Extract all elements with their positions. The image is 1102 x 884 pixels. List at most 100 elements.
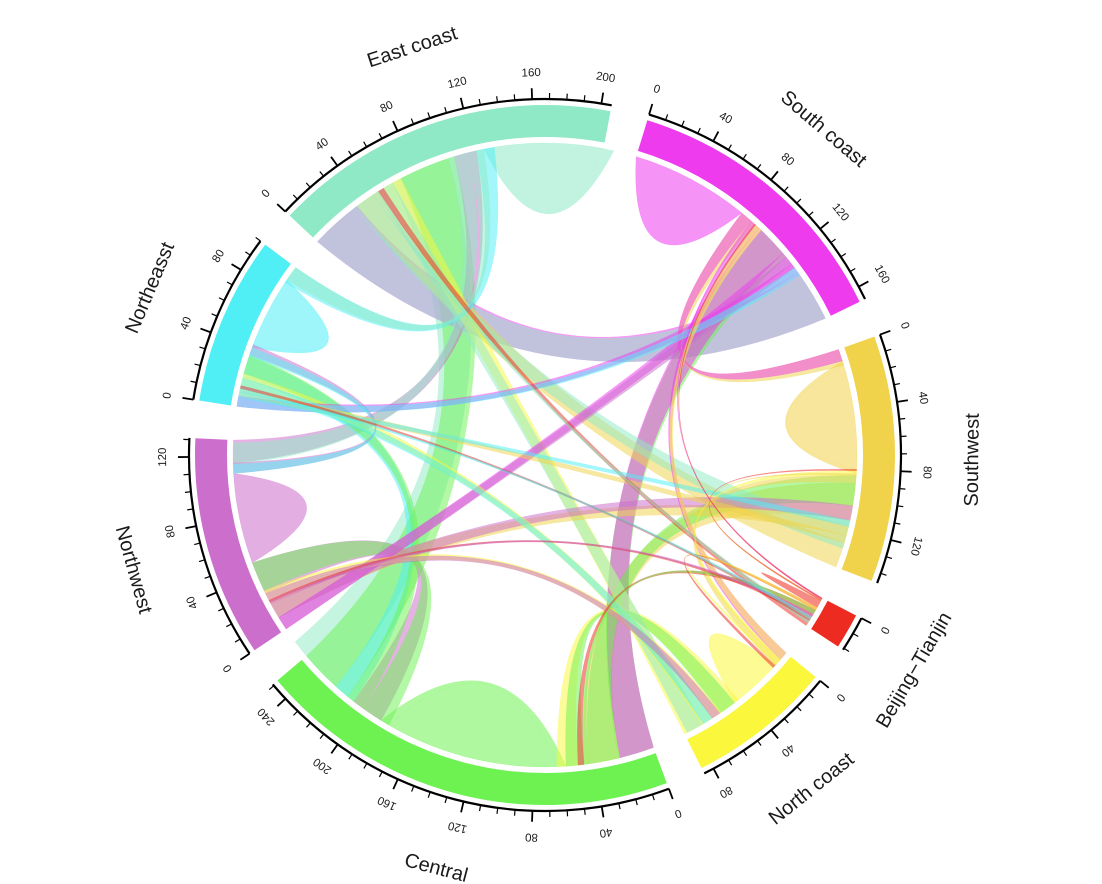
axis-tick-minor [840,253,847,258]
axis-tick-major [182,396,194,401]
axis-tick-minor [444,797,448,804]
axis-tick-label: 40 [599,825,614,839]
chord-ribbon [380,680,567,768]
axis-tick-major [668,788,674,800]
axis-tick-minor [363,141,368,148]
chord-ribbon [377,187,810,626]
chord-ribbon [286,148,491,331]
axis-tick-minor [306,722,311,728]
axis-tick-minor [211,313,218,317]
sector-band [289,104,611,238]
axis-tick-label: 120 [447,819,468,835]
axis-tick-label: 40 [314,136,331,153]
axis-tick-label: 0 [161,391,174,399]
axis-tick-major [460,801,465,813]
axis-tick-minor [681,120,685,127]
axis-tick-minor [218,297,225,301]
axis-tick-minor [885,556,893,560]
axis-tick-minor [268,685,275,691]
axis-tick-major [712,768,720,779]
sector-label: Central [402,849,470,884]
axis-tick-minor [292,194,298,200]
axis-tick-major [231,263,242,271]
sector-band [637,120,860,316]
axis-tick-minor [199,346,206,350]
axis-tick-minor [783,718,789,724]
axis-tick-label: 120 [908,535,924,556]
axis-tick-minor [194,363,201,367]
axis-tick-minor [796,706,802,712]
axis-tick-major [185,525,197,530]
axis-tick-major [879,329,891,336]
axis-tick-major [896,399,909,403]
axis-tick-minor [348,753,353,760]
axis-tick-minor [727,144,732,151]
axis-tick-minor [194,542,201,546]
axis-tick-minor [245,251,251,256]
axis-tick-major [648,103,654,115]
axis-tick-minor [427,791,431,798]
chord-ribbon [265,555,721,719]
axis-tick-label: 80 [378,99,395,115]
axis-tick-major [600,806,605,818]
axis-tick-major [860,617,872,625]
axis-tick-label: 160 [521,67,541,80]
axis-tick-label: 0 [260,187,273,200]
axis-tick-major [330,743,339,754]
axis-tick-label: 0 [898,321,911,331]
axis-tick-label: 40 [185,594,201,610]
sector-axis [648,113,867,300]
axis-tick-minor [830,238,836,244]
axis-tick-label: 40 [779,741,797,758]
axis-tick-minor [204,575,211,579]
sector-label: Southwest [961,413,984,507]
axis-tick-label: 0 [878,625,892,636]
axis-tick-major [392,778,399,790]
sector-label: Northwest [111,523,156,616]
axis-tick-minor [742,153,747,160]
axis-tick-minor [319,733,325,740]
chord-ribbon [678,223,823,600]
axis-tick-major [712,131,720,142]
axis-tick-major [392,120,399,132]
axis-tick-label: 80 [164,524,178,539]
chord-ribbon [233,473,307,564]
axis-tick-minor [890,365,897,369]
axis-tick-minor [894,522,901,525]
sector-axis [284,97,612,213]
axis-tick-minor [218,607,224,612]
axis-tick-minor [665,114,669,121]
axis-tick-minor [783,186,789,192]
axis-tick-major [819,680,830,689]
axis-tick-minor [198,559,205,563]
axis-tick-label: 120 [829,201,850,223]
axis-tick-minor [444,106,448,114]
axis-tick-minor [348,150,353,157]
axis-tick-label: 80 [779,151,797,168]
axis-tick-minor [742,750,748,757]
axis-tick-major [206,591,217,598]
axis-tick-minor [796,198,802,204]
axis-tick-minor [756,740,762,746]
axis-tick-major [459,97,465,109]
chord-ribbon [269,540,814,617]
axis-tick-minor [411,785,415,792]
axis-tick-minor [513,809,516,816]
axis-tick-minor [378,771,383,778]
axis-tick-label: 200 [595,70,616,85]
axis-tick-major [276,698,287,707]
axis-tick-minor [899,487,906,490]
axis-tick-major [900,470,912,473]
axis-tick-label: 80 [525,831,538,843]
axis-tick-major [600,92,605,104]
chord-ribbon [232,152,478,465]
axis-tick-minor [583,808,586,815]
axis-tick-minor [319,171,325,177]
axis-tick-minor [651,794,655,801]
axis-tick-major [276,203,286,213]
sector-band [199,244,291,406]
axis-tick-minor [190,380,197,384]
axis-tick-minor [618,803,621,810]
axis-tick-minor [293,710,299,716]
